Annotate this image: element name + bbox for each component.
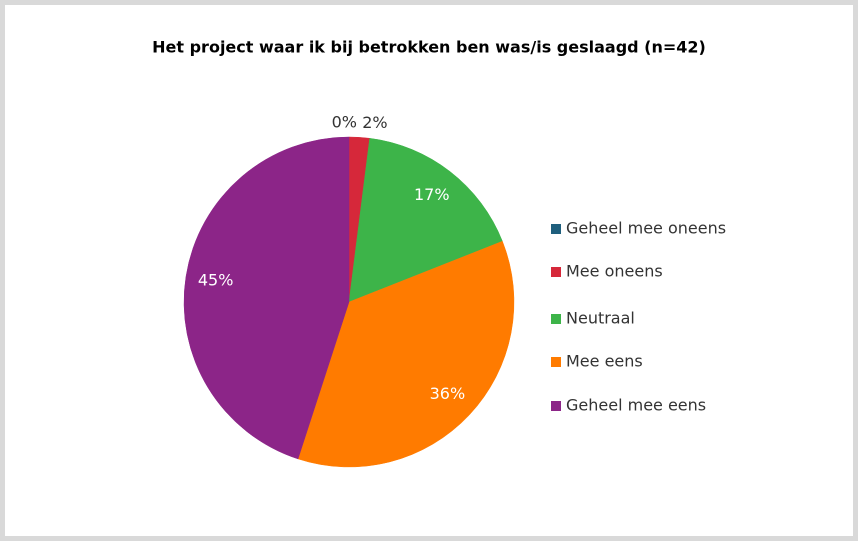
legend-swatch xyxy=(551,314,561,324)
chart-title: Het project waar ik bij betrokken ben wa… xyxy=(152,38,706,57)
legend-label: Geheel mee oneens xyxy=(566,219,726,238)
pie-slice xyxy=(297,240,515,468)
legend-label: Geheel mee eens xyxy=(566,396,706,415)
legend-swatch xyxy=(551,401,561,411)
pie-slice xyxy=(183,136,350,460)
data-label: 45% xyxy=(198,270,234,289)
pie-slice xyxy=(348,138,503,303)
data-label: 0% xyxy=(332,113,357,132)
legend-label: Mee oneens xyxy=(566,262,663,281)
legend-swatch xyxy=(551,224,561,234)
legend-swatch xyxy=(551,357,561,367)
legend-label: Mee eens xyxy=(566,352,643,371)
data-label: 36% xyxy=(430,384,466,403)
legend-label: Neutraal xyxy=(566,309,635,328)
legend-swatch xyxy=(551,267,561,277)
data-label: 17% xyxy=(414,185,450,204)
data-label: 2% xyxy=(362,113,387,132)
